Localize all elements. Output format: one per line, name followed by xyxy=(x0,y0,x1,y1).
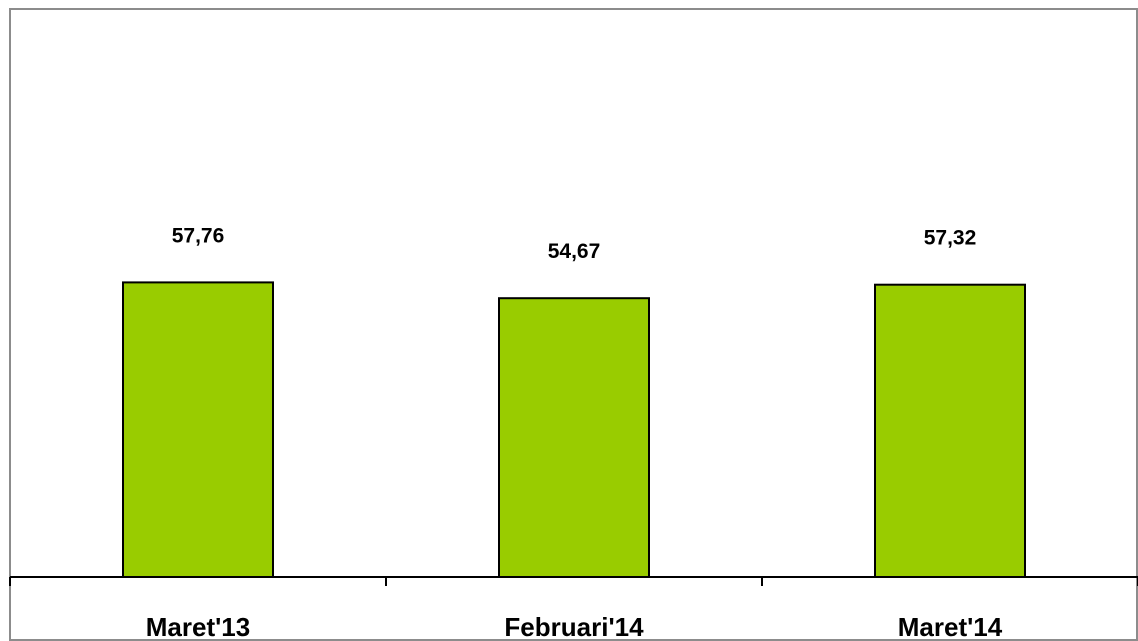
bar-value-label-2: 54,67 xyxy=(548,240,601,263)
chart-frame xyxy=(9,8,1138,641)
bar-3 xyxy=(874,283,1026,578)
category-label-1: Maret'13 xyxy=(146,612,250,641)
bar-2 xyxy=(498,297,650,578)
bar-value-label-3: 57,32 xyxy=(924,227,977,250)
x-axis-ticks xyxy=(9,577,1138,586)
bars-layer xyxy=(122,281,1026,578)
category-labels-layer: Maret'13 Februari'14 Maret'14 xyxy=(146,612,1003,641)
category-label-2: Februari'14 xyxy=(504,612,644,641)
bar-1 xyxy=(122,281,274,578)
value-labels-layer: 57,76 54,67 57,32 xyxy=(172,224,977,263)
bar-value-label-1: 57,76 xyxy=(172,224,225,247)
category-label-3: Maret'14 xyxy=(898,612,1003,641)
